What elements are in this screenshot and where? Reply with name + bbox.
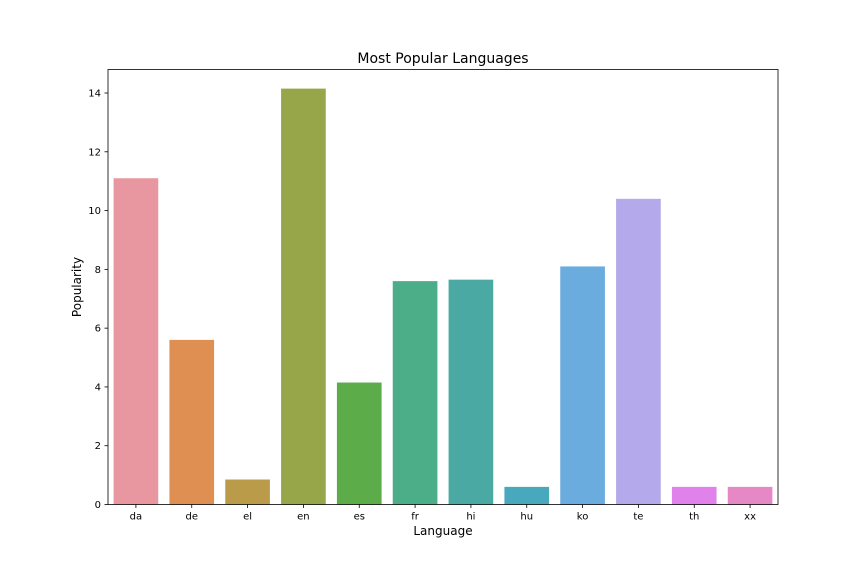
y-tick-label: 4 (95, 382, 101, 393)
bar-el (225, 479, 270, 505)
x-tick-label: en (297, 512, 310, 523)
bar-te (616, 198, 661, 505)
bar-fr (392, 281, 438, 505)
y-axis-title: Popularity (70, 257, 84, 317)
bar-ko (560, 266, 605, 505)
bar-hu (504, 486, 550, 505)
y-tick-label: 6 (95, 324, 101, 335)
bar-th (671, 486, 717, 505)
bar-xx (727, 486, 773, 505)
x-tick-label: hu (520, 512, 533, 523)
x-tick-label: hi (466, 512, 475, 523)
y-tick-label: 8 (95, 265, 101, 276)
x-tick-label: ko (577, 512, 589, 523)
x-tick-label: xx (744, 512, 756, 523)
y-tick-label: 0 (95, 500, 101, 511)
y-tick-label: 12 (88, 147, 101, 158)
bar-en (281, 88, 326, 505)
chart-title: Most Popular Languages (357, 51, 528, 67)
y-tick-label: 10 (88, 206, 101, 217)
x-tick-label: da (130, 512, 142, 523)
bar-es (336, 382, 382, 505)
plot-frame (107, 69, 779, 505)
x-tick-label: te (633, 512, 643, 523)
x-tick-label: el (243, 512, 252, 523)
bar-hi (448, 279, 494, 505)
y-tick-label: 14 (88, 89, 101, 100)
y-tick-label: 2 (95, 441, 101, 452)
x-tick-label: de (186, 512, 199, 523)
bar-da (113, 178, 159, 505)
x-axis-title: Language (413, 524, 472, 538)
x-tick-label: th (689, 512, 699, 523)
bar-de (169, 339, 215, 505)
x-tick-label: es (354, 512, 365, 523)
x-tick-label: fr (411, 512, 420, 523)
